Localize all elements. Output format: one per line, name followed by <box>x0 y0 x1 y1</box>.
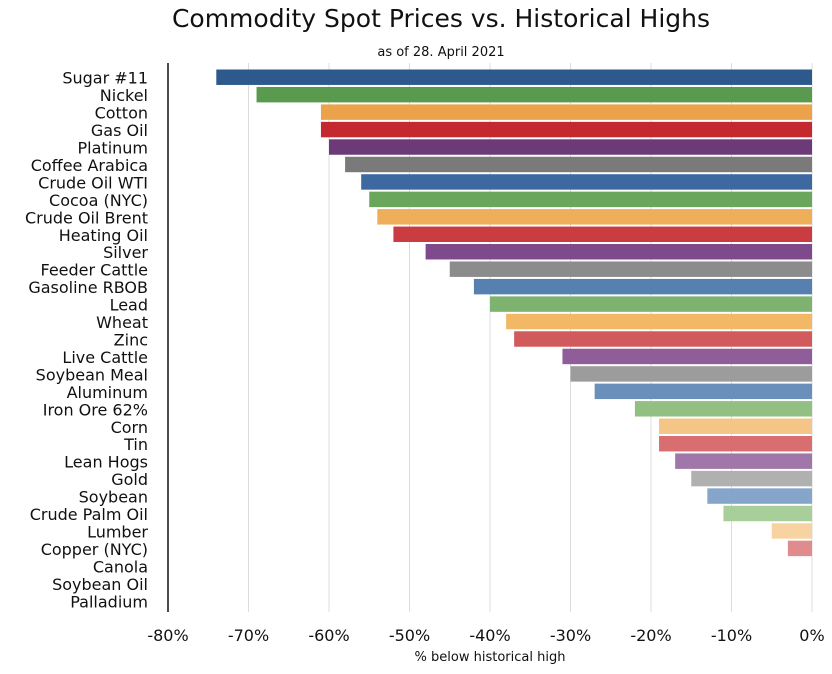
bar <box>771 523 812 539</box>
y-category-label: Silver <box>103 243 148 262</box>
x-axis-label: % below historical high <box>414 650 566 665</box>
bar <box>320 121 812 138</box>
y-category-label: Soybean <box>79 488 148 507</box>
x-tick-label: -70% <box>228 626 269 645</box>
bar <box>562 348 812 365</box>
x-tick-label: 0% <box>799 626 824 645</box>
bar <box>329 139 812 155</box>
y-category-label: Heating Oil <box>59 226 148 245</box>
y-category-label: Lead <box>110 296 148 315</box>
bar <box>369 191 812 208</box>
bar <box>490 296 812 312</box>
y-category-label: Zinc <box>114 331 148 350</box>
y-category-label: Nickel <box>100 86 148 105</box>
bar <box>393 226 812 243</box>
y-category-label: Lumber <box>87 522 148 541</box>
y-category-label: Cocoa (NYC) <box>49 191 148 210</box>
bar <box>514 331 812 347</box>
y-category-label: Gasoline RBOB <box>28 278 148 297</box>
bar <box>361 174 812 190</box>
bar <box>594 383 812 400</box>
y-category-label: Platinum <box>78 139 148 158</box>
y-category-label: Gold <box>111 470 148 489</box>
y-category-label: Lean Hogs <box>64 453 148 472</box>
bar <box>723 505 812 522</box>
bar <box>320 104 812 120</box>
bar <box>634 401 812 417</box>
y-category-label: Canola <box>93 557 148 576</box>
bar <box>377 209 812 225</box>
bar <box>216 69 813 85</box>
y-category-label: Soybean Oil <box>52 575 148 594</box>
x-tick-label: -60% <box>308 626 349 645</box>
bar <box>449 261 812 277</box>
bar <box>256 86 812 103</box>
bar <box>787 540 812 557</box>
bar <box>345 156 812 173</box>
x-tick-label: -40% <box>469 626 510 645</box>
y-category-label: Copper (NYC) <box>41 540 148 559</box>
y-category-label: Wheat <box>96 313 148 332</box>
x-tick-label: -80% <box>147 626 188 645</box>
bar <box>425 244 812 260</box>
y-category-label: Gas Oil <box>91 121 148 140</box>
chart-subtitle: as of 28. April 2021 <box>377 45 505 60</box>
bar <box>473 278 812 295</box>
bar <box>570 366 812 382</box>
y-category-label: Tin <box>123 435 148 454</box>
x-tick-label: -30% <box>550 626 591 645</box>
y-category-label: Corn <box>111 418 148 437</box>
bar <box>659 418 812 434</box>
bar <box>506 313 812 330</box>
bar <box>675 453 812 469</box>
y-category-label: Coffee Arabica <box>31 156 148 175</box>
y-category-label: Feeder Cattle <box>41 261 149 280</box>
y-category-label: Crude Oil Brent <box>25 208 148 227</box>
y-category-label: Iron Ore 62% <box>43 400 148 419</box>
chart-title: Commodity Spot Prices vs. Historical Hig… <box>171 4 711 33</box>
y-category-label: Crude Palm Oil <box>30 505 148 524</box>
y-category-label: Cotton <box>95 104 148 123</box>
x-tick-label: -20% <box>630 626 671 645</box>
y-category-label: Palladium <box>70 592 148 611</box>
bar <box>659 435 812 452</box>
y-category-label: Live Cattle <box>62 348 148 367</box>
bar <box>691 470 812 487</box>
y-category-label: Sugar #11 <box>62 69 148 88</box>
x-tick-label: -50% <box>389 626 430 645</box>
bar <box>707 488 812 504</box>
x-tick-label: -10% <box>711 626 752 645</box>
y-category-label: Aluminum <box>67 383 148 402</box>
y-category-label: Soybean Meal <box>36 365 148 384</box>
y-category-label: Crude Oil WTI <box>38 173 148 192</box>
